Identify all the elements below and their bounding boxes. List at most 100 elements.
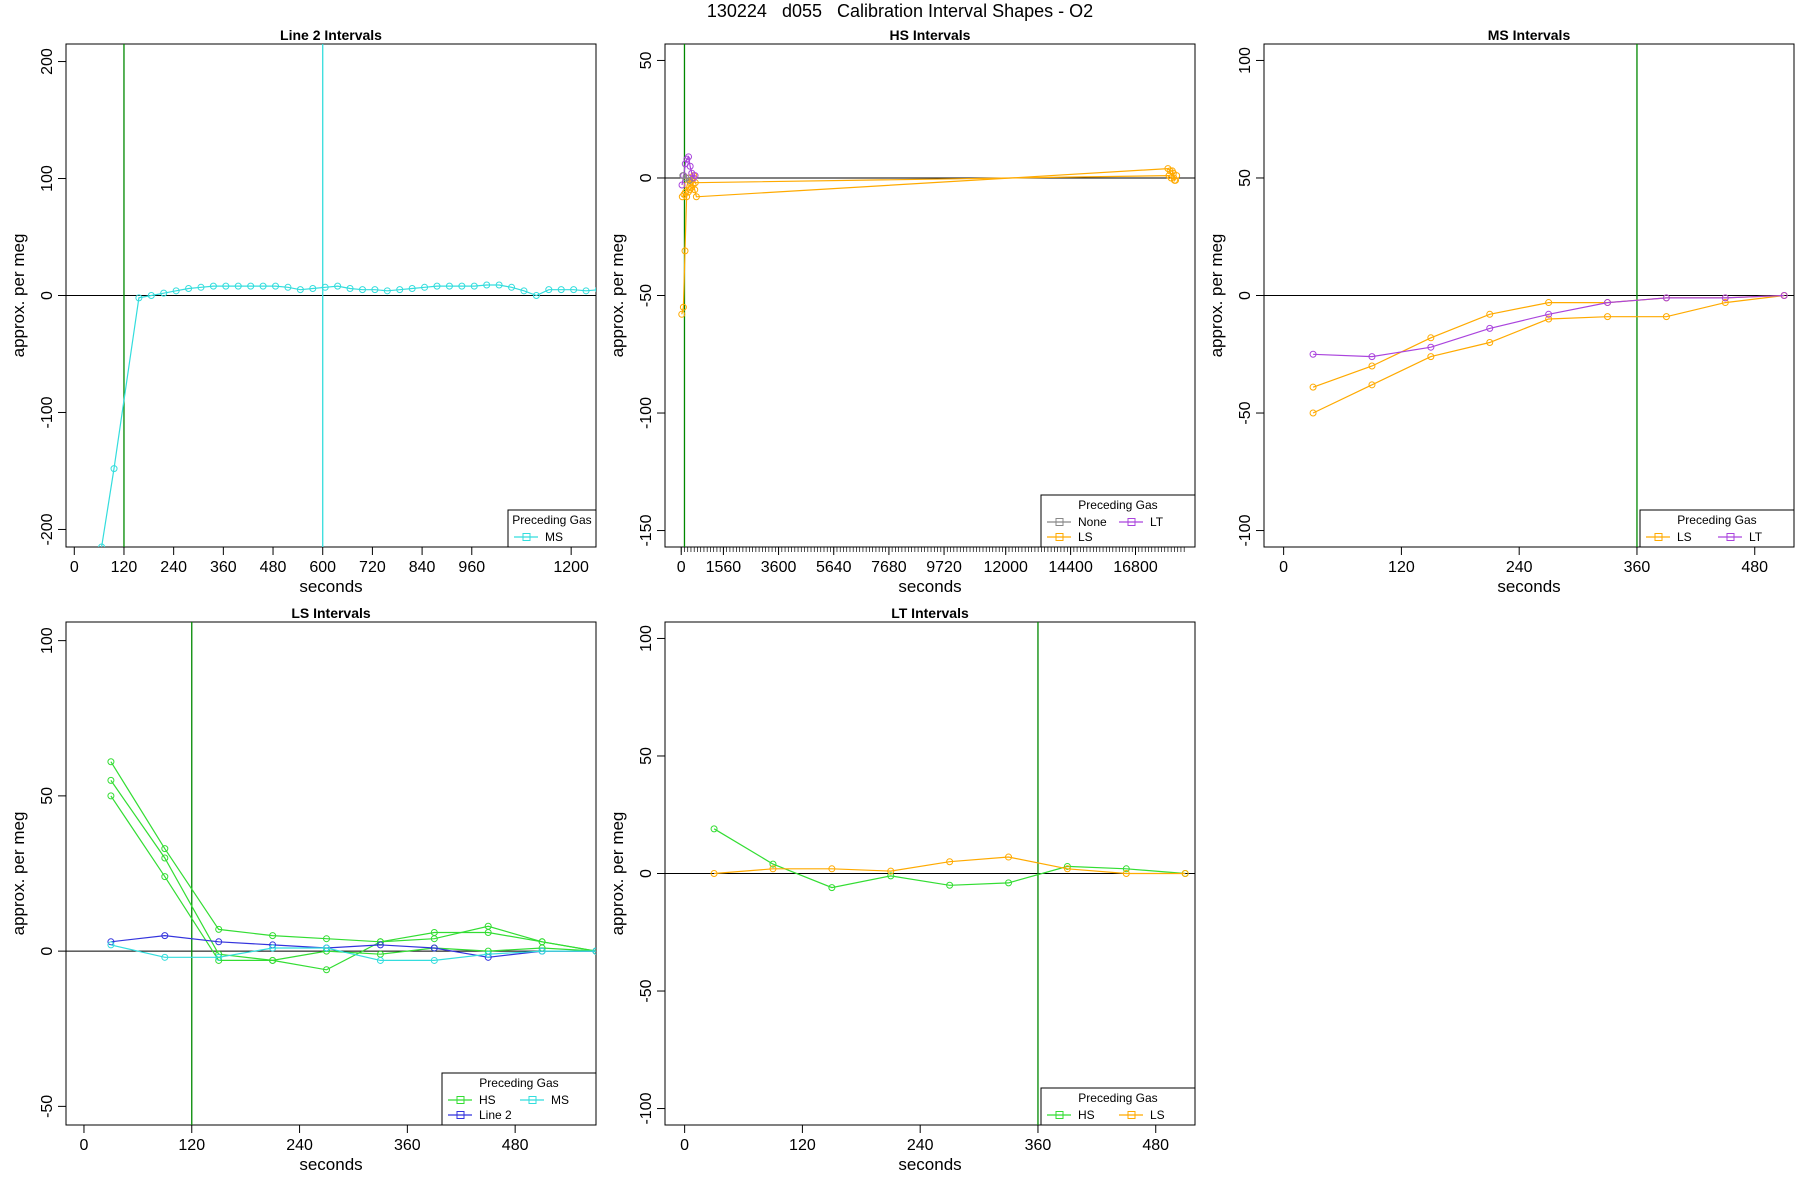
x-tick-label: 12000: [983, 559, 1028, 576]
chart-panel-2: HS Intervals 0 1560 3600 5640 7680 9720 12000 14…: [608, 27, 1196, 596]
data-point: [545, 286, 553, 294]
chart-title: MS Intervals: [1488, 27, 1571, 43]
plot-area: [665, 622, 1195, 1125]
x-tick-label: 840: [409, 559, 436, 576]
data-point: [594, 287, 596, 293]
x-tick-label: 600: [309, 559, 336, 576]
data-point: [692, 193, 700, 201]
data-point: [685, 153, 693, 161]
data-point: [557, 286, 565, 294]
plot-frame: [65, 621, 597, 1126]
data-point: [520, 287, 528, 295]
data-point: [1780, 292, 1788, 299]
data-point: [421, 283, 429, 291]
plot-area: [66, 622, 596, 1125]
legend: Preceding Gas HS LS: [1040, 1087, 1196, 1126]
data-point: [323, 966, 331, 974]
x-tick-label: 0: [680, 1137, 689, 1154]
chart-title: Line 2 Intervals: [280, 27, 382, 43]
data-point: [1005, 879, 1013, 887]
legend-label: MS: [545, 530, 563, 544]
x-tick-label: 240: [160, 559, 187, 576]
y-tick-label: -50: [638, 284, 655, 307]
y-tick-label: -100: [39, 396, 56, 428]
y-axis-label: approx. per meg: [9, 234, 28, 358]
data-point: [430, 935, 438, 943]
x-tick-label: 360: [394, 1137, 421, 1154]
data-point: [334, 282, 342, 290]
legend-swatch-marker: [1055, 533, 1064, 541]
plot-area: [1264, 44, 1794, 547]
data-point: [107, 758, 115, 766]
chart-title: LT Intervals: [891, 605, 969, 621]
legend: Preceding Gas None LT LS: [1040, 494, 1196, 548]
data-point: [309, 284, 317, 292]
x-tick-label: 3600: [761, 559, 797, 576]
x-axis-label: seconds: [299, 577, 362, 596]
data-point: [1169, 169, 1177, 177]
data-point: [383, 287, 391, 295]
data-point: [1604, 299, 1612, 307]
x-tick-label: 480: [502, 1137, 529, 1154]
data-point: [946, 881, 954, 889]
data-point: [1181, 870, 1189, 877]
data-point: [592, 947, 596, 955]
legend-box: [1040, 1087, 1196, 1126]
y-axis-label: approx. per meg: [1207, 234, 1226, 358]
y-tick-label: -100: [638, 1092, 655, 1124]
data-point: [376, 941, 384, 949]
legend-label: MS: [551, 1093, 569, 1107]
legend-title: Preceding Gas: [512, 513, 591, 527]
y-tick-label: 0: [39, 291, 56, 300]
legend-title: Preceding Gas: [1677, 513, 1756, 527]
data-point: [710, 825, 718, 833]
data-point: [209, 282, 217, 290]
y-tick-label: 50: [39, 787, 56, 805]
data-point: [679, 303, 687, 311]
data-point: [185, 284, 193, 292]
data-point: [135, 294, 143, 302]
data-point: [1545, 299, 1553, 307]
y-tick-label: 50: [638, 747, 655, 765]
data-point: [272, 282, 280, 290]
x-tick-label: 1200: [553, 559, 589, 576]
data-point: [1604, 313, 1612, 321]
chart-panel-1: Line 2 Intervals 0 120 240 360 480 600 720 840 96…: [9, 27, 597, 596]
series-line-hs: [713, 828, 1186, 889]
data-point: [1427, 343, 1435, 351]
data-point: [470, 282, 478, 290]
y-tick-label: 100: [39, 165, 56, 192]
data-point: [686, 162, 694, 170]
x-tick-label: 480: [260, 559, 287, 576]
legend-label: LT: [1150, 515, 1164, 529]
data-point: [110, 465, 118, 473]
data-point: [1309, 383, 1317, 391]
y-tick-label: -50: [39, 1095, 56, 1118]
data-point: [1309, 350, 1317, 358]
y-tick-label: -50: [1237, 401, 1254, 424]
data-point: [430, 944, 438, 952]
data-point: [433, 282, 441, 290]
x-tick-label: 1560: [706, 559, 742, 576]
x-tick-label: 240: [907, 1137, 934, 1154]
data-point: [161, 854, 169, 862]
data-point: [483, 281, 491, 289]
x-tick-label: 16800: [1113, 559, 1158, 576]
data-point: [215, 925, 223, 933]
data-point: [321, 283, 329, 291]
data-point: [269, 956, 277, 964]
series-line-ls: [1312, 294, 1785, 388]
y-tick-label: 200: [39, 48, 56, 75]
data-point: [1368, 362, 1376, 370]
y-tick-label: 100: [39, 627, 56, 654]
data-point: [161, 932, 169, 940]
y-tick-label: 100: [638, 625, 655, 652]
x-tick-label: 960: [458, 559, 485, 576]
data-point: [222, 282, 230, 290]
legend-swatch-marker: [1055, 518, 1064, 526]
legend-swatch-marker: [528, 1096, 537, 1104]
data-point: [1545, 315, 1553, 323]
data-point: [323, 944, 331, 952]
y-tick-label: -150: [638, 514, 655, 546]
legend-label: LS: [1078, 530, 1093, 544]
